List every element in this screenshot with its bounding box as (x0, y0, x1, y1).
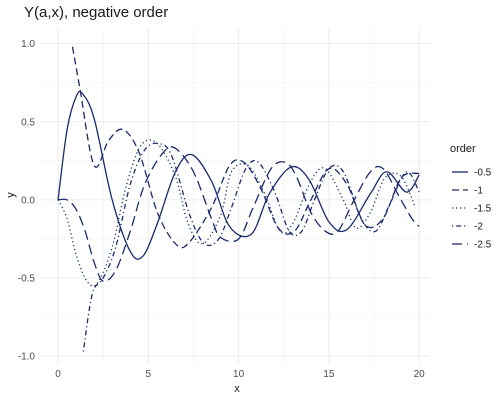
y-tick-label: -0.5 (18, 274, 36, 285)
series-line--1 (71, 46, 420, 249)
legend-label--2: -2 (474, 222, 483, 233)
legend-label--1.5: -1.5 (474, 204, 492, 215)
legend: order -0.5 -1 -1.5 -2 -2.5 (450, 143, 492, 251)
y-tick-label: -1.0 (18, 352, 36, 363)
y-tick-label: 1.0 (21, 39, 35, 50)
legend-label--1: -1 (474, 186, 483, 197)
chart-title: Y(a,x), negative order (24, 4, 168, 21)
y-axis-title: y (5, 192, 17, 198)
x-tick-label: 10 (233, 369, 245, 380)
series-line--2 (82, 142, 420, 352)
series-line--1.5 (57, 139, 417, 287)
x-tick-label: 15 (323, 369, 335, 380)
y-tick-label: 0.5 (21, 117, 35, 128)
grid (40, 28, 430, 364)
x-tick-label: 20 (414, 369, 426, 380)
legend-title: order (450, 143, 476, 155)
legend-label--0.5: -0.5 (474, 168, 492, 179)
y-tick-label: 0.0 (21, 195, 35, 206)
legend-label--2.5: -2.5 (474, 240, 492, 251)
ticks: 0 5 10 15 20 -1.0 -0.5 0.0 0.5 1.0 (18, 39, 425, 380)
x-tick-label: 5 (146, 369, 152, 380)
x-axis-title: x (234, 383, 240, 395)
series-line--2.5 (58, 146, 420, 283)
x-tick-label: 0 (55, 369, 61, 380)
series-layer (57, 46, 420, 352)
